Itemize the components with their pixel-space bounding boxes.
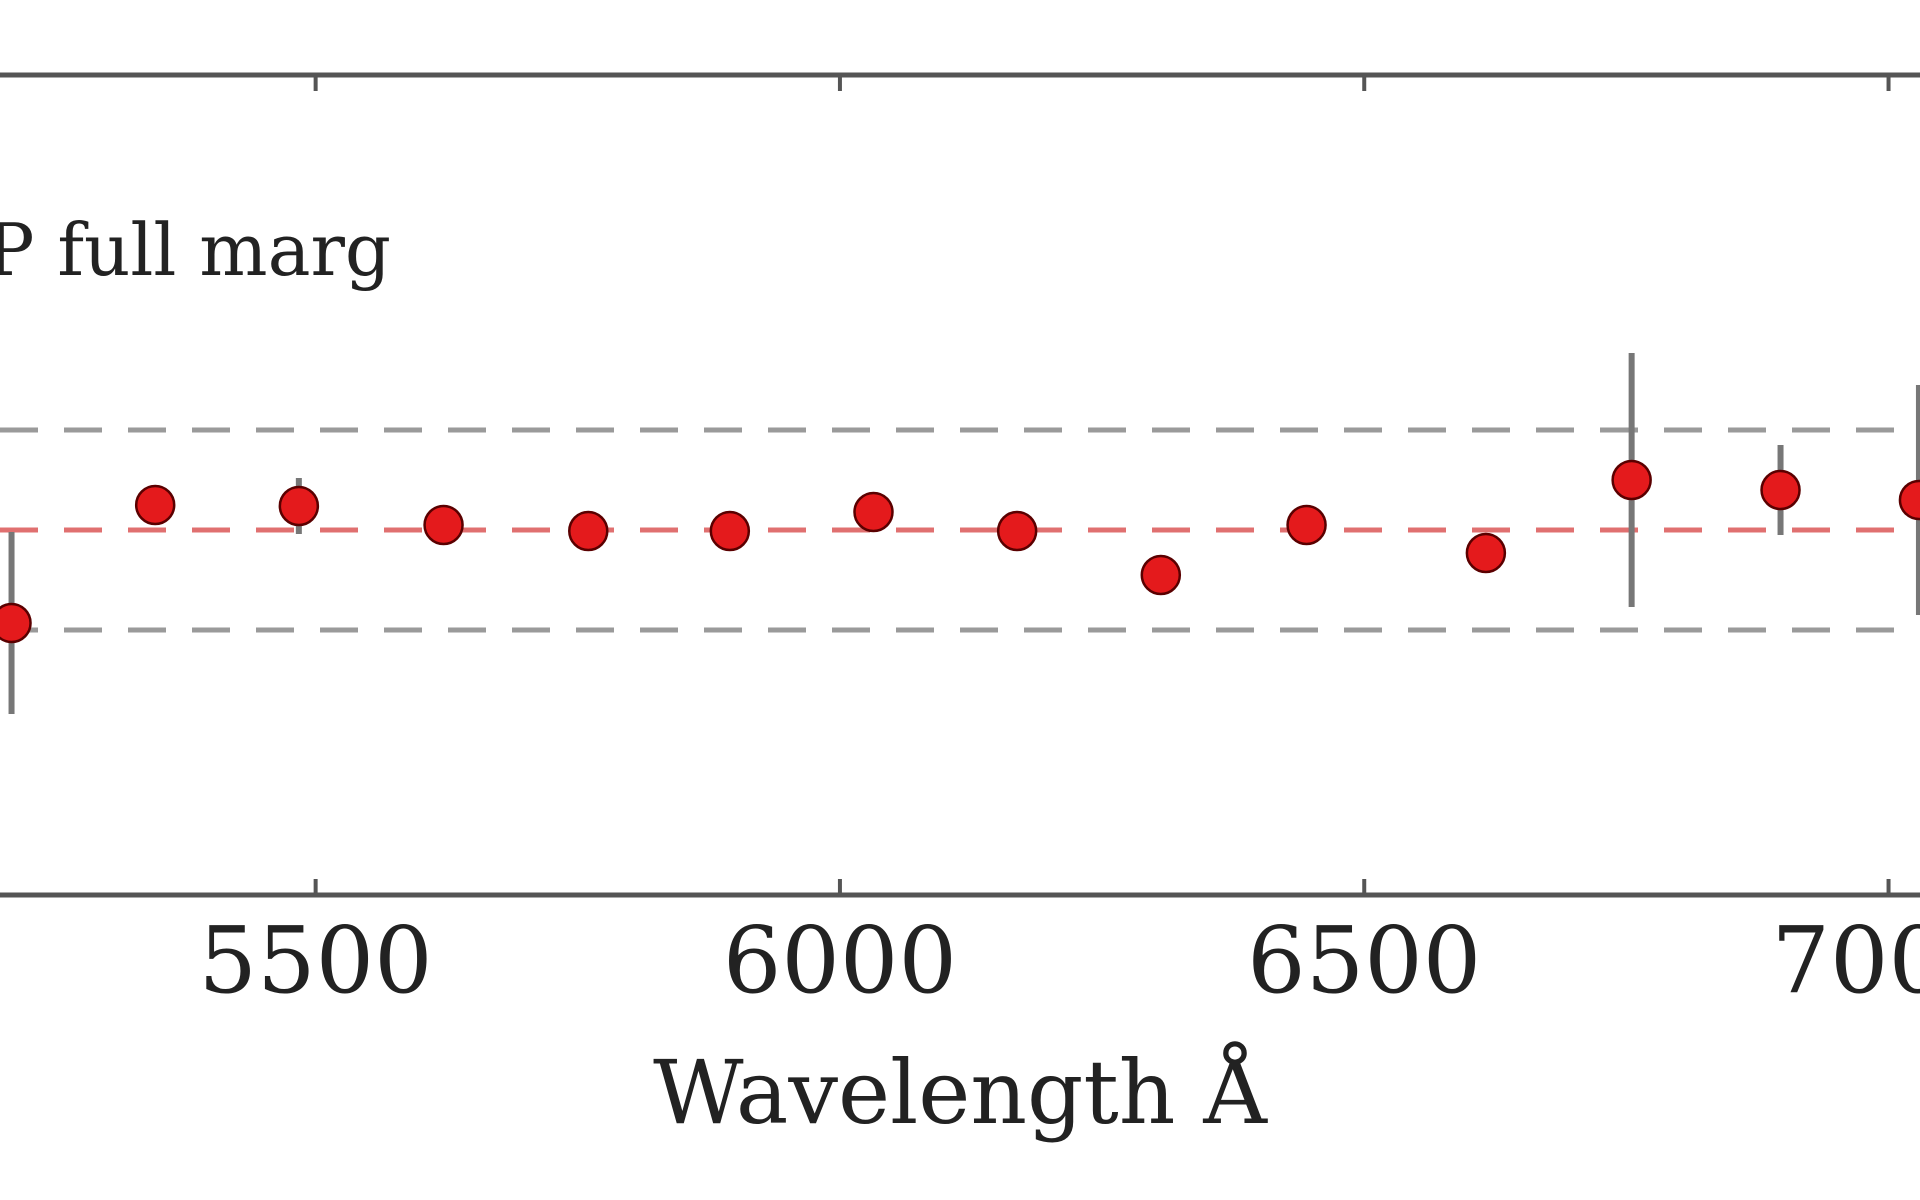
data-point <box>1760 469 1801 511</box>
legend-text: P full marg <box>0 208 391 292</box>
data-point <box>134 484 176 526</box>
x-tick-label: 6500 <box>1247 907 1481 1014</box>
data-point <box>1898 479 1920 521</box>
data-point <box>1286 504 1327 546</box>
data-point <box>423 504 464 546</box>
data-point <box>1140 554 1182 596</box>
x-tick-label: 6000 <box>723 907 957 1014</box>
x-tick-label: 5500 <box>199 907 433 1014</box>
data-point <box>853 491 894 533</box>
data-point <box>996 510 1038 552</box>
data-point <box>568 510 609 552</box>
x-tick-label: 7000 <box>1771 907 1920 1014</box>
data-point <box>1465 532 1507 574</box>
data-point <box>1611 459 1652 501</box>
data-point <box>278 485 320 527</box>
x-axis-label: Wavelength Å <box>653 1041 1268 1144</box>
data-point <box>0 602 32 644</box>
data-point <box>709 510 751 552</box>
